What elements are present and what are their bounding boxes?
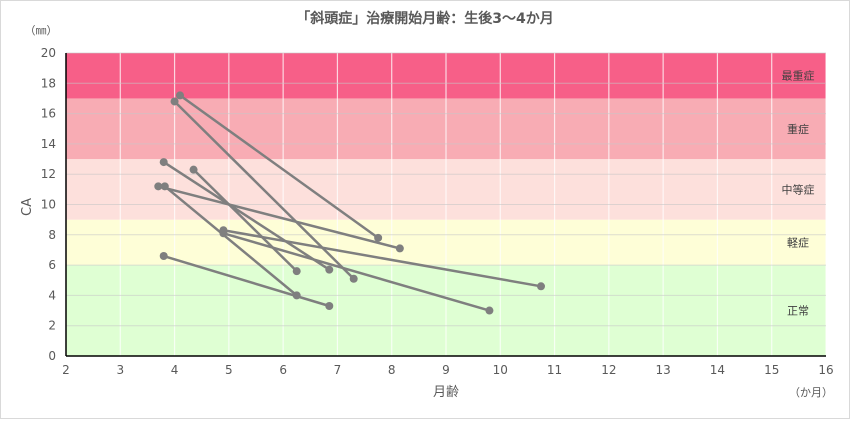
data-point-8-1 xyxy=(325,302,334,311)
x-tick-label-5: 7 xyxy=(334,363,342,377)
x-axis-label: 月齢 xyxy=(433,385,459,400)
x-tick-label-7: 9 xyxy=(442,363,450,377)
data-point-4-1 xyxy=(395,244,404,253)
data-point-5-0 xyxy=(160,182,169,191)
data-point-3-0 xyxy=(189,165,198,174)
x-tick-label-11: 13 xyxy=(656,363,671,377)
y-tick-label-9: 18 xyxy=(41,76,56,90)
series-line-8 xyxy=(163,254,330,308)
x-tick-label-4: 6 xyxy=(279,363,287,377)
chart-title: 「斜頭症」治療開始月齢：生後3～4か月 xyxy=(296,10,553,27)
x-unit-label: （か月） xyxy=(789,386,833,399)
data-point-6-1 xyxy=(537,282,545,291)
band-label-1: 軽症 xyxy=(787,235,809,249)
x-tick-label-14: 16 xyxy=(818,363,833,377)
y-tick-label-4: 8 xyxy=(48,228,56,242)
data-point-7-0 xyxy=(219,229,228,238)
data-point-1-1 xyxy=(349,274,358,283)
series-line-5 xyxy=(164,185,298,297)
data-point-0-0 xyxy=(176,91,184,100)
y-tick-label-0: 0 xyxy=(48,349,56,363)
x-tick-label-10: 12 xyxy=(601,363,616,377)
y-tick-label-2: 4 xyxy=(48,288,56,302)
data-point-3-1 xyxy=(292,267,301,276)
data-point-4-0 xyxy=(154,182,163,191)
y-tick-label-10: 20 xyxy=(41,46,56,60)
x-tick-label-0: 2 xyxy=(62,363,70,377)
series-layer xyxy=(154,91,545,315)
band-label-2: 中等症 xyxy=(782,182,815,196)
y-unit-label: （㎜） xyxy=(25,24,58,37)
label-layer: 正常 軽症 中等症 重症 最重症 xyxy=(782,69,815,318)
data-point-2-1 xyxy=(325,265,334,274)
series-line-4 xyxy=(157,185,401,250)
data-point-1-0 xyxy=(170,97,179,106)
series-line-3 xyxy=(192,168,298,273)
series-line-6 xyxy=(223,229,542,288)
band-label-0: 正常 xyxy=(787,305,809,318)
data-point-8-0 xyxy=(159,252,168,261)
x-tick-label-2: 4 xyxy=(171,363,179,377)
x-tick-label-12: 14 xyxy=(710,363,725,377)
y-tick-label-8: 16 xyxy=(41,107,56,121)
series-line-2 xyxy=(163,161,330,271)
data-point-7-1 xyxy=(485,306,494,315)
y-tick-label-5: 10 xyxy=(41,198,56,212)
x-tick-label-3: 5 xyxy=(225,363,233,377)
band-label-4: 最重症 xyxy=(782,69,815,83)
y-tick-label-7: 14 xyxy=(41,137,56,151)
y-tick-label-3: 6 xyxy=(48,258,56,272)
y-tick-label-1: 2 xyxy=(48,319,56,333)
y-tick-label-6: 12 xyxy=(41,167,56,181)
x-tick-label-9: 11 xyxy=(547,363,562,377)
x-tick-label-6: 8 xyxy=(388,363,396,377)
series-line-0 xyxy=(179,94,379,239)
data-point-0-1 xyxy=(374,233,383,242)
series-line-7 xyxy=(223,232,490,312)
x-tick-label-13: 15 xyxy=(764,363,779,377)
y-axis-label: CA xyxy=(20,198,35,216)
band-label-3: 重症 xyxy=(787,122,809,136)
data-point-2-0 xyxy=(159,158,168,167)
x-tick-label-1: 3 xyxy=(116,363,124,377)
x-tick-label-8: 10 xyxy=(493,363,508,377)
